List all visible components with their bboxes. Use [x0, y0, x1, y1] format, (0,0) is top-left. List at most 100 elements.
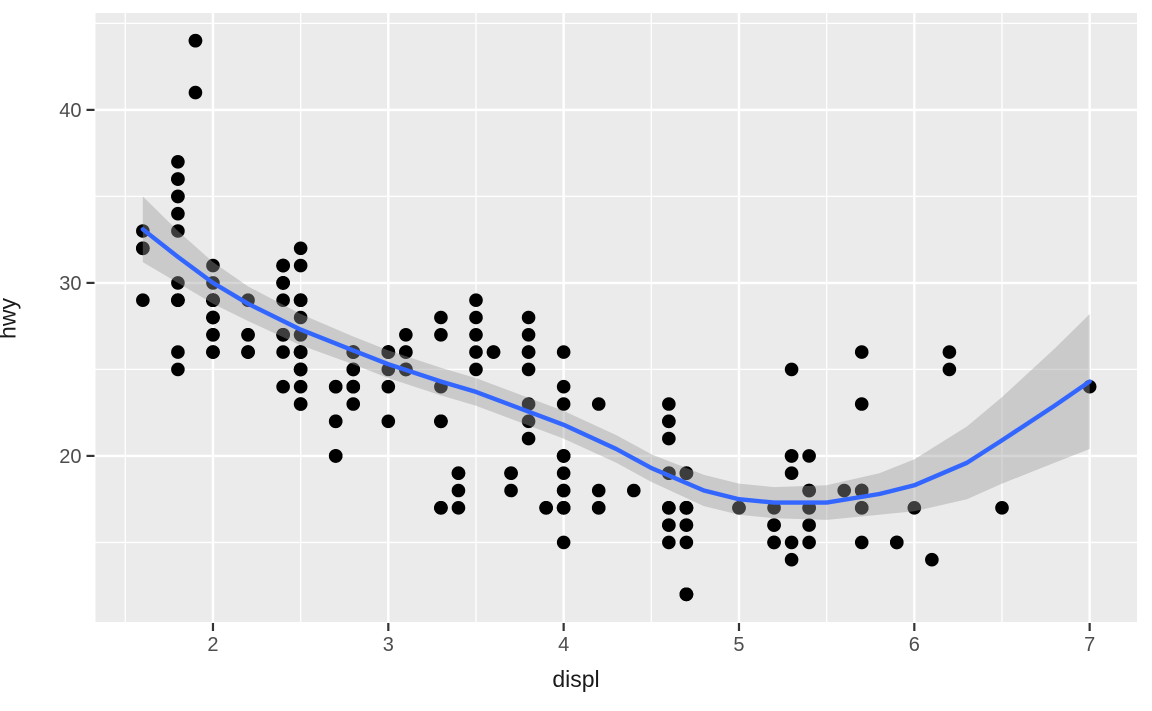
x-tick-label: 7 [1084, 634, 1095, 656]
data-point [556, 345, 571, 359]
data-point [907, 501, 922, 515]
data-point [837, 483, 851, 498]
x-axis-title: displ [552, 666, 600, 692]
data-point [188, 33, 203, 48]
data-point [521, 345, 536, 359]
data-point [276, 258, 290, 273]
data-point [679, 587, 694, 602]
data-point [556, 466, 571, 481]
data-point [521, 362, 536, 377]
data-point [784, 466, 799, 481]
data-point [451, 483, 466, 498]
data-point [136, 293, 150, 307]
data-point [328, 414, 343, 429]
data-point [276, 328, 290, 342]
data-point [434, 501, 448, 515]
data-point [854, 345, 869, 359]
data-point [995, 501, 1009, 515]
data-point [679, 518, 694, 532]
data-point [802, 483, 816, 498]
data-point [556, 501, 571, 515]
data-point [381, 414, 396, 429]
data-point [434, 414, 448, 429]
data-point [854, 397, 869, 411]
data-point [556, 379, 571, 394]
data-point [381, 345, 396, 359]
data-point [469, 328, 483, 342]
data-point [171, 276, 185, 290]
data-point [346, 397, 361, 411]
data-point [802, 535, 816, 550]
data-point [381, 379, 396, 394]
data-point [171, 206, 185, 221]
data-point [469, 293, 483, 307]
data-point [539, 501, 553, 515]
data-point [767, 535, 781, 550]
data-point [556, 535, 571, 550]
data-point [434, 328, 448, 342]
data-point [662, 535, 676, 550]
data-point [889, 535, 904, 550]
data-point [276, 345, 290, 359]
x-tick-label: 2 [207, 634, 218, 656]
data-point [171, 293, 185, 307]
data-point [942, 345, 957, 359]
data-point [556, 449, 571, 463]
data-point [556, 397, 571, 411]
data-point [662, 501, 676, 515]
data-point [662, 414, 676, 429]
data-point [469, 362, 483, 377]
data-point [802, 449, 816, 463]
data-point [784, 449, 799, 463]
data-point [504, 466, 518, 481]
data-point [206, 328, 220, 342]
data-point [591, 501, 606, 515]
data-point [241, 345, 255, 359]
data-point [556, 483, 571, 498]
data-point [521, 431, 536, 446]
data-point [171, 345, 185, 359]
data-point [784, 362, 799, 377]
data-point [854, 501, 869, 515]
data-point [767, 518, 781, 532]
data-point [504, 483, 518, 498]
data-point [784, 535, 799, 550]
data-point [276, 379, 290, 394]
data-point [171, 362, 185, 377]
data-point [626, 483, 641, 498]
data-point [591, 483, 606, 498]
data-point [451, 501, 466, 515]
data-point [802, 518, 816, 532]
data-point [293, 241, 308, 256]
data-point [293, 379, 308, 394]
smooth-line [140, 227, 1092, 505]
data-point [346, 379, 361, 394]
data-point [521, 397, 536, 411]
data-point [451, 466, 466, 481]
data-point [346, 362, 361, 377]
data-point [399, 328, 413, 342]
data-point [662, 397, 676, 411]
data-point [679, 466, 694, 481]
data-point [521, 414, 536, 429]
data-point [206, 345, 220, 359]
y-axis-title: hwy [0, 298, 21, 339]
plot-panel [95, 13, 1137, 622]
data-point [679, 501, 694, 515]
data-point [293, 397, 308, 411]
data-point [486, 345, 501, 359]
data-point [662, 431, 676, 446]
x-tick-label: 5 [733, 634, 744, 656]
data-point [399, 345, 413, 359]
data-point [206, 258, 220, 273]
data-point [293, 258, 308, 273]
data-point [171, 172, 185, 186]
data-point [171, 224, 185, 238]
data-point [276, 293, 290, 307]
data-point [293, 293, 308, 307]
data-point [925, 552, 939, 567]
data-point [732, 501, 746, 515]
data-point [662, 518, 676, 532]
data-point [241, 328, 255, 342]
